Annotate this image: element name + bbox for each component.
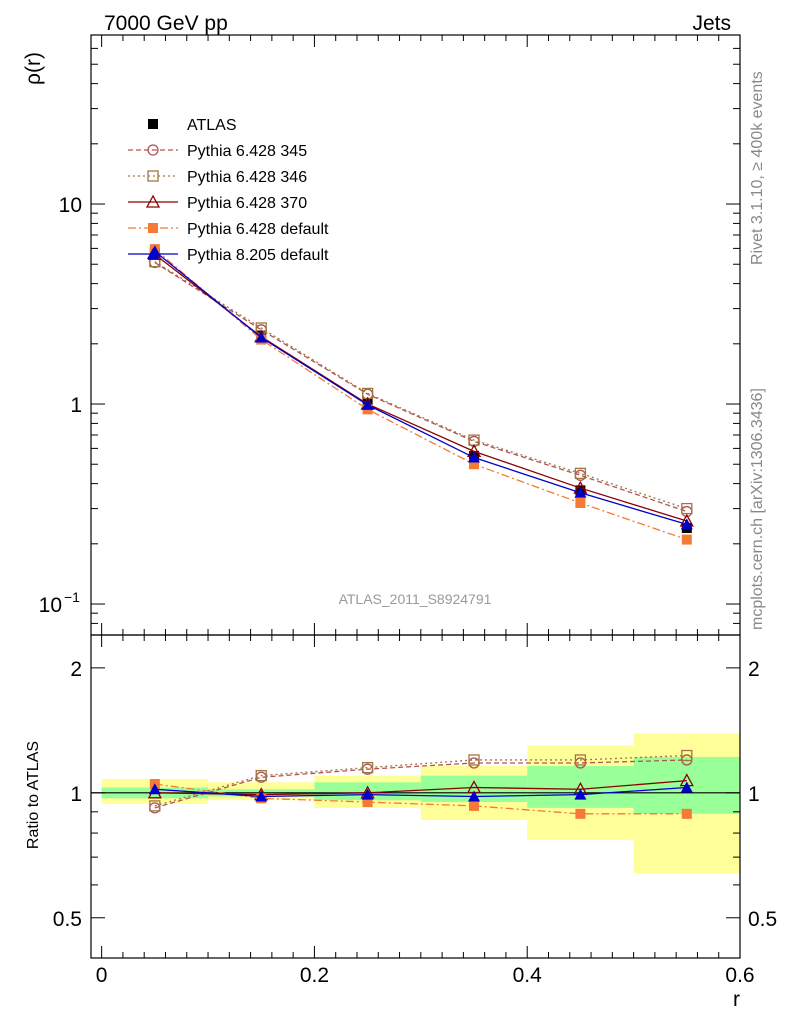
legend-label-3: Pythia 6.428 370: [187, 195, 307, 212]
series-4-main-point: [681, 534, 692, 545]
side-label-rivet: Rivet 3.1.10, ≥ 400k events: [749, 71, 766, 265]
x-tick-label: 0.4: [513, 964, 543, 987]
series-2-main-line: [154, 261, 688, 510]
series-3-main-line: [154, 253, 687, 522]
series-5-main-point: [680, 518, 693, 530]
series-5-ratio-point: [574, 788, 587, 800]
x-tick-label: 0.6: [725, 964, 754, 987]
series-1-ratio-line: [154, 759, 687, 809]
side-label-mcplots: mcplots.cern.ch [arXiv:1306.3436]: [749, 388, 766, 630]
series-4-main-line: [154, 248, 688, 541]
main-y-tick-label-exp: −1: [64, 589, 80, 605]
legend-label-0: ATLAS: [187, 117, 237, 134]
series-3-ratio-line: [154, 779, 687, 796]
ratio-y-tick-label-right: 0.5: [748, 908, 777, 931]
ratio-y-tick-label: 0.5: [53, 908, 82, 931]
legend: ATLAS Pythia 6.428 345 Pythia 6.428 346 Pyt…: [128, 117, 329, 264]
series-5-main-point: [255, 331, 268, 343]
ratio-y-tick-label-right: 2: [748, 658, 760, 681]
legend-marker-4: [148, 223, 158, 233]
series-1-main-line: [154, 261, 688, 513]
main-y-tick-label-low: 10: [39, 594, 62, 617]
legend-marker-0: [148, 119, 158, 129]
series-4-ratio-point: [469, 800, 480, 811]
series-5-ratio-point: [148, 783, 161, 795]
series-layer: [91, 244, 740, 819]
legend-label-1: Pythia 6.428 345: [187, 143, 307, 160]
ratio-plot-frame: [90, 634, 741, 959]
series-5-ratio-point: [361, 788, 374, 800]
series-2-ratio-point: [255, 769, 267, 782]
main-y-tick-label: 10: [59, 194, 82, 217]
series-5-ratio-line: [154, 786, 687, 798]
ratio-y-tick-label: 2: [70, 658, 82, 681]
ratio-y-axis-label: Ratio to ATLAS: [25, 741, 42, 849]
legend-marker-5: [147, 248, 159, 259]
series-5-ratio-point: [680, 781, 693, 793]
analysis-label: ATLAS_2011_S8924791: [339, 591, 492, 607]
title-right: Jets: [692, 12, 731, 35]
legend-marker-3: [145, 194, 161, 208]
series-4-ratio-point: [681, 808, 692, 819]
x-axis-label: r: [733, 988, 740, 1011]
series-2-ratio-point: [361, 761, 374, 774]
ratio-y-tick-label: 1: [70, 783, 82, 806]
legend-label-5: Pythia 8.205 default: [187, 247, 329, 264]
series-5-main-point: [574, 486, 587, 498]
ratio-y-tick-label-right: 1: [748, 783, 760, 806]
main-y-tick-label: 1: [70, 394, 82, 417]
series-2-ratio-point: [574, 754, 587, 766]
legend-marker-2: [147, 170, 159, 182]
legend-label-4: Pythia 6.428 default: [187, 221, 329, 238]
series-2-ratio-point: [681, 749, 693, 762]
ratio-band-inner: [527, 766, 634, 808]
series-4-main-point: [575, 497, 586, 508]
x-tick-label: 0.2: [300, 964, 329, 987]
legend-marker-1: [147, 144, 159, 156]
series-2-ratio-point: [468, 754, 480, 766]
series-5-main-point: [361, 398, 374, 410]
series-5-main-point: [468, 451, 481, 463]
series-2-main-point: [574, 467, 587, 480]
series-2-main-point: [681, 502, 693, 515]
series-4-ratio-point: [362, 797, 373, 808]
title-left: 7000 GeV pp: [104, 12, 228, 35]
main-y-axis-label: ρ(r): [22, 52, 45, 85]
series-5-ratio-point: [468, 790, 481, 802]
legend-label-2: Pythia 6.428 346: [187, 169, 307, 186]
series-2-ratio-point: [149, 800, 161, 812]
series-2-ratio-line: [154, 754, 687, 807]
x-tick-label: 0: [96, 964, 108, 987]
series-5-ratio-point: [255, 790, 268, 802]
series-4-main-point: [469, 459, 480, 470]
series-5-main-line: [154, 250, 687, 526]
series-4-ratio-line: [154, 783, 687, 815]
series-4-ratio-point: [575, 808, 586, 819]
